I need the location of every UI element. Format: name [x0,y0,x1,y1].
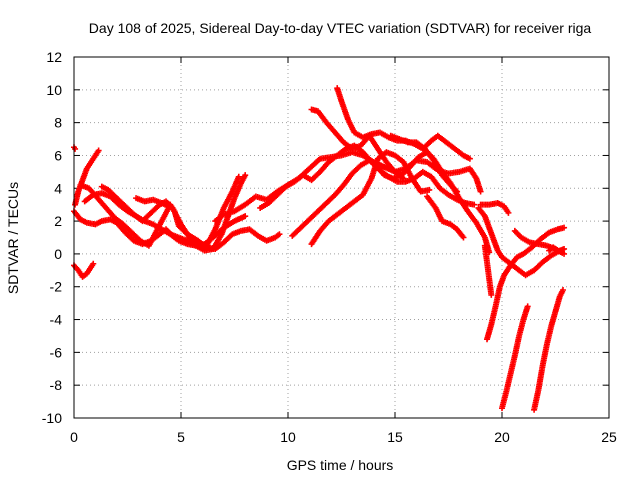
data-series [481,242,495,298]
data-point [90,260,97,267]
x-tick-label: 20 [494,429,510,445]
y-tick-labels: -10 -8 -6 -4 -2 0 2 4 6 8 10 12 [42,49,62,426]
x-tick-label: 15 [387,429,403,445]
data-series [77,181,283,252]
data-point [466,155,473,162]
data-point [559,287,566,294]
data-series [81,172,249,254]
y-tick-label: 0 [54,246,62,262]
data-series [531,287,566,413]
data-point [460,234,467,241]
y-tick-label: 10 [46,82,62,98]
data-point [400,175,407,182]
y-tick-label: -2 [50,279,63,295]
y-tick-label: -8 [50,377,63,393]
data-point [561,224,568,231]
data-point [242,172,249,179]
data-point [242,213,249,220]
data-series [477,200,512,216]
y-tick-label: 6 [54,147,62,163]
data-point [426,186,433,193]
data-series [424,193,467,241]
data-series [475,204,568,279]
x-tick-labels: 0 5 10 15 20 25 [70,429,617,445]
data-series [387,132,461,195]
chart-title: Day 108 of 2025, Sidereal Day-to-day VTE… [89,20,592,36]
data-point [471,201,478,208]
data-series [98,173,242,249]
data-series [71,144,79,152]
y-tick-label: -10 [42,410,62,426]
y-tick-label: -6 [50,344,63,360]
y-tick-label: 2 [54,213,62,229]
data-series [133,195,172,210]
data-point [235,173,242,180]
data-point [488,291,495,298]
data-series [212,149,484,225]
data-point [558,249,565,256]
data-series [71,260,97,280]
x-tick-label: 10 [280,429,296,445]
data-point [505,209,512,216]
y-axis-label: SDTVAR / TECUs [5,182,21,294]
y-tick-label: 4 [54,180,62,196]
data-series [308,149,433,248]
data-point [524,303,531,310]
plot-frame [73,56,610,419]
data-point [95,147,102,154]
x-tick-label: 25 [601,429,617,445]
x-tick-label: 5 [177,429,185,445]
data-point [454,188,461,195]
x-axis-label: GPS time / hours [287,457,394,473]
data-point [165,203,172,210]
data-point [276,231,283,238]
y-tick-label: 12 [46,49,62,65]
data-series [499,303,531,412]
data-series [308,106,407,182]
data-point [477,188,484,195]
data-series [546,244,565,256]
x-tick-label: 0 [70,429,78,445]
y-tick-label: -4 [50,312,63,328]
data-points [71,85,568,413]
y-tick-label: 8 [54,115,62,131]
data-point [72,145,79,152]
